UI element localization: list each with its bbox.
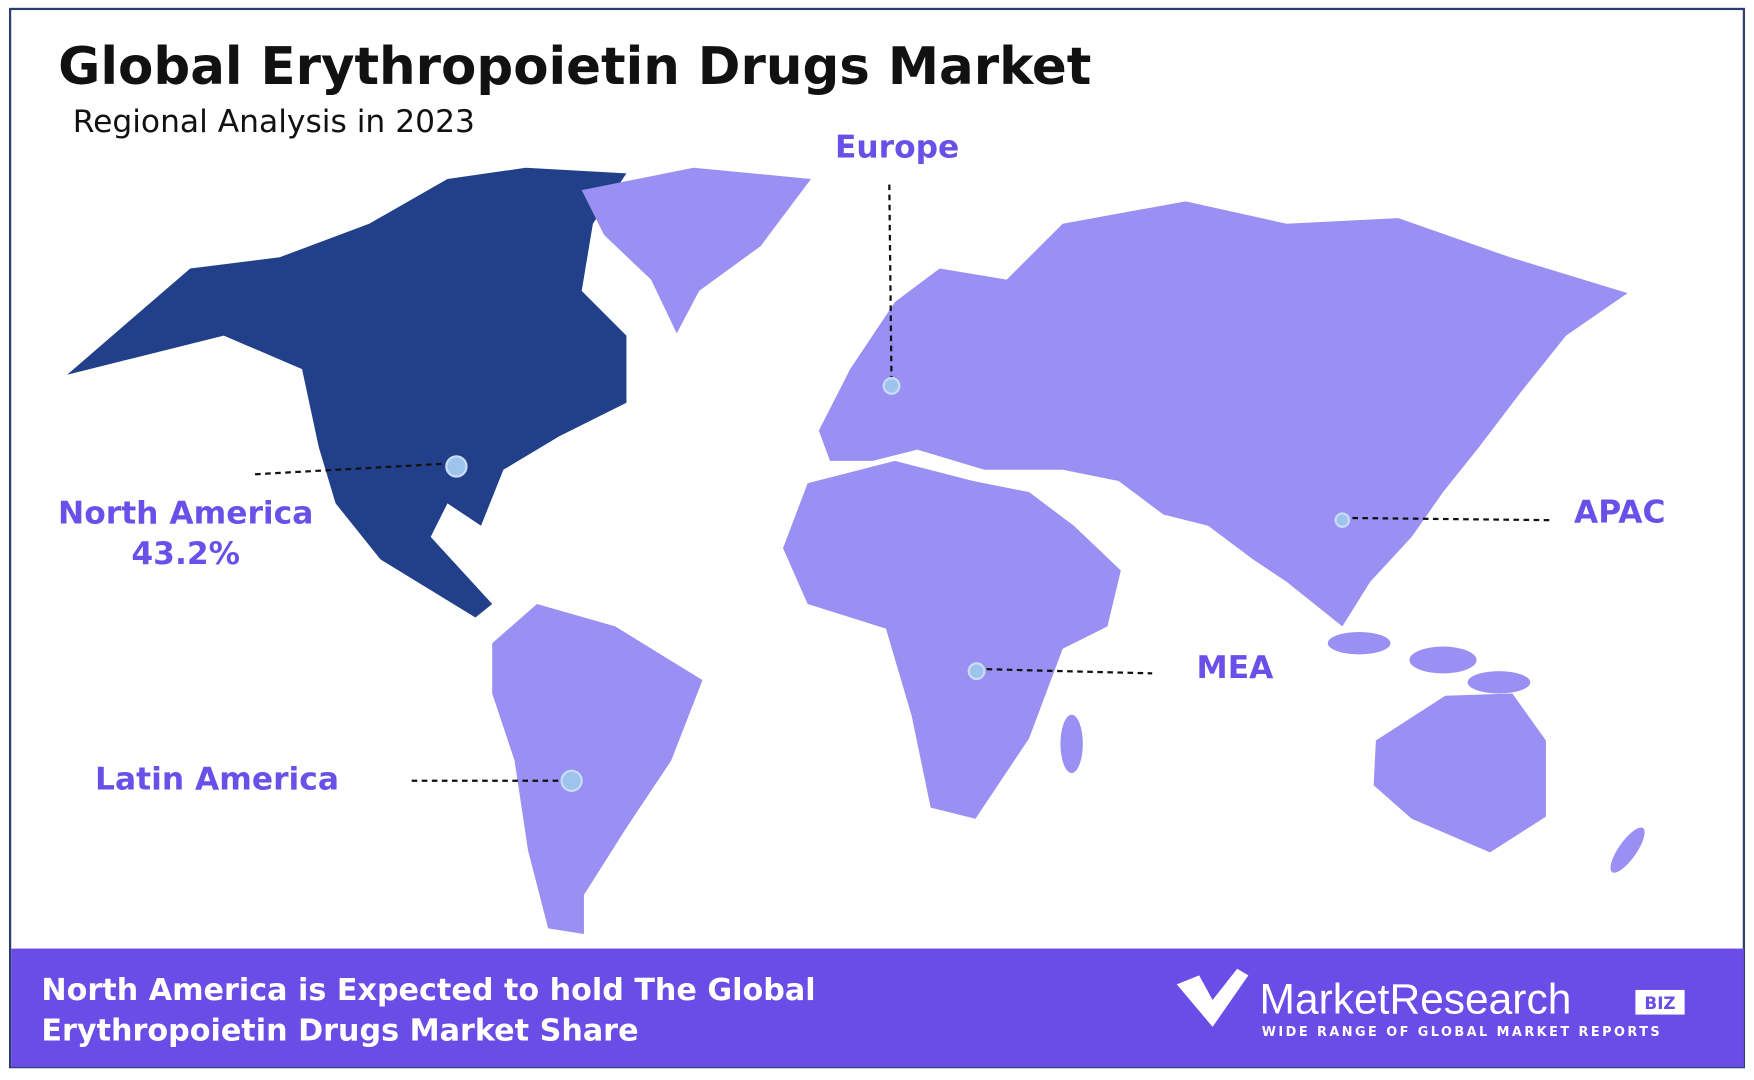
logo-name: MarketResearch [1260,976,1572,1023]
australia-shape [1373,693,1546,853]
region-label: MEA [1197,650,1275,686]
greenland-shape [581,167,812,334]
marker [882,376,901,395]
region-share: 43.2% [131,536,240,572]
leader-line [888,184,893,386]
logo: MarketResearch BIZ WIDE RANGE OF GLOBAL … [1176,968,1685,1040]
marker [1334,512,1351,528]
marker [445,455,468,478]
footer-band [11,948,1744,1068]
footer-text: Erythropoietin Drugs Market Share [41,1013,638,1048]
africa-shape [783,460,1121,819]
region-label: North America [58,496,313,532]
island-shape [1409,646,1477,674]
logo-badge-box [1635,989,1685,1015]
logo-tagline: WIDE RANGE OF GLOBAL MARKET REPORTS [1262,1025,1662,1040]
leader-line [1342,516,1550,522]
marker [967,662,986,681]
region-label: Latin America [95,762,339,798]
region-label: Europe [835,130,959,166]
latin-america-shape [492,604,703,935]
leaders [255,184,1550,792]
island-shape [1467,671,1531,694]
footer-text: North America is Expected to hold The Gl… [41,973,815,1008]
logo-badge: BIZ [1644,993,1675,1013]
title: Global Erythropoietin Drugs Market [58,37,1091,97]
leader-line [976,667,1153,675]
leader-line [255,461,457,476]
new-zealand-shape [1610,827,1645,873]
eurasia-shape [818,201,1628,627]
world-map [67,167,1645,935]
region-label: APAC [1574,494,1666,530]
logo-mark [1176,968,1249,1027]
subtitle: Regional Analysis in 2023 [73,104,475,140]
island-shape [1327,632,1391,655]
marker [560,769,583,792]
madagascar-shape [1060,714,1083,773]
north-america-shape [67,167,627,618]
